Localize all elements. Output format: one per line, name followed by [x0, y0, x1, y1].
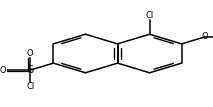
Text: Cl: Cl — [145, 11, 154, 20]
Text: O: O — [27, 49, 33, 58]
Text: O: O — [0, 66, 6, 75]
Text: O: O — [201, 32, 208, 41]
Text: Cl: Cl — [26, 82, 34, 91]
Text: S: S — [27, 65, 33, 75]
